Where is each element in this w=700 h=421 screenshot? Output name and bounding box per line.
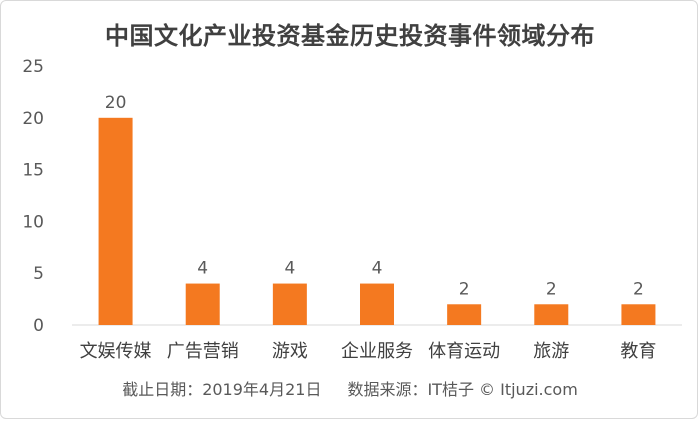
- x-axis-tick-labels: 文娱传媒 广告营销 游戏 企业服务 体育运动 旅游 教育: [80, 341, 657, 362]
- x-tick-label-5: 旅游: [533, 341, 569, 362]
- y-tick-label-2: 10: [22, 212, 44, 232]
- data-label-3: 4: [372, 259, 383, 279]
- y-axis-tick-labels: 0 5 10 15 20 25: [22, 57, 44, 336]
- y-tick-label-1: 5: [33, 264, 44, 284]
- data-label-2: 4: [284, 259, 295, 279]
- y-tick-label-3: 15: [22, 161, 44, 181]
- bar-4: [447, 304, 482, 325]
- data-source-note: 数据来源：IT桔子 © Itjuzi.com: [347, 380, 578, 399]
- data-label-1: 4: [197, 259, 208, 279]
- bar-series: [98, 117, 656, 325]
- bar-6: [621, 304, 656, 325]
- data-label-4: 2: [459, 279, 470, 299]
- x-tick-label-3: 企业服务: [341, 341, 413, 362]
- data-label-0: 20: [105, 93, 127, 113]
- data-label-5: 2: [546, 279, 557, 299]
- x-tick-label-6: 教育: [620, 341, 656, 362]
- bar-5: [534, 304, 569, 325]
- x-tick-label-2: 游戏: [272, 341, 308, 362]
- bar-2: [272, 283, 307, 325]
- data-labels: 20 4 4 4 2 2 2: [105, 93, 644, 299]
- bar-1: [185, 283, 220, 325]
- x-tick-label-4: 体育运动: [428, 341, 500, 362]
- cutoff-date-note: 截止日期：2019年4月21日: [122, 380, 322, 399]
- chart-footer: 截止日期：2019年4月21日 数据来源：IT桔子 © Itjuzi.com: [0, 376, 700, 400]
- bar-3: [360, 283, 394, 325]
- x-tick-label-1: 广告营销: [167, 341, 239, 362]
- x-tick-label-0: 文娱传媒: [80, 341, 152, 362]
- chart-title: 中国文化产业投资基金历史投资事件领域分布: [105, 22, 595, 50]
- y-tick-label-0: 0: [33, 316, 44, 336]
- y-tick-label-4: 20: [22, 109, 44, 129]
- bar-0: [98, 117, 133, 325]
- data-label-6: 2: [633, 279, 644, 299]
- y-tick-label-5: 25: [22, 57, 44, 77]
